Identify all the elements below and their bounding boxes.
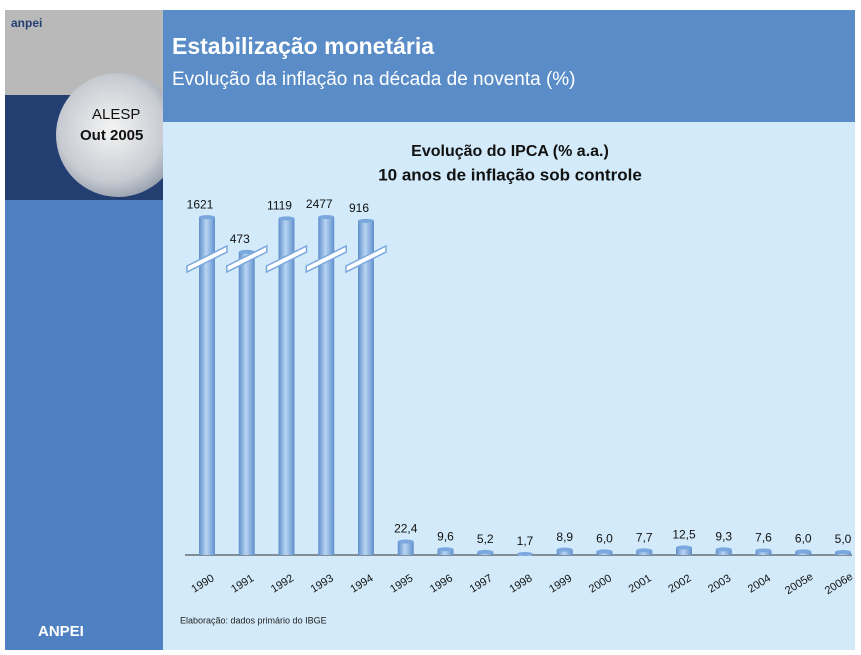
value-label: 473	[230, 232, 250, 246]
bar	[437, 549, 454, 555]
slide-subtitle: Evolução da inflação na década de novent…	[172, 69, 576, 90]
header	[163, 10, 855, 122]
bar	[318, 217, 335, 555]
bar-cap	[318, 215, 335, 220]
bar-cap	[517, 551, 533, 556]
bar	[636, 550, 653, 555]
bar-cap	[676, 545, 692, 550]
value-label: 1119	[267, 199, 292, 213]
value-label: 2477	[306, 197, 333, 211]
bar-cap	[238, 249, 255, 254]
bar	[358, 220, 374, 556]
bar-cap	[437, 547, 454, 552]
bar-cap	[835, 550, 851, 554]
axis-break	[186, 244, 228, 274]
sidebar	[5, 200, 163, 650]
value-label: 5,0	[835, 532, 852, 546]
axis-break	[305, 244, 347, 274]
bar-cap	[715, 547, 732, 552]
axis-break	[226, 244, 268, 274]
axis-break	[345, 244, 387, 274]
chart-subtitle: 10 anos de inflação sob controle	[378, 165, 642, 184]
sidebar-footer: ANPEI	[38, 623, 84, 640]
value-label: 22,4	[394, 522, 418, 536]
value-label: 1621	[187, 197, 214, 211]
chart-title: Evolução do IPCA (% a.a.)	[411, 143, 609, 160]
event-date: Out 2005	[80, 127, 143, 144]
bar-cap	[755, 548, 772, 553]
value-label: 6,0	[596, 532, 613, 546]
bar-cap	[358, 218, 374, 223]
bar	[755, 550, 772, 555]
bar-cap	[199, 215, 215, 220]
bar	[676, 547, 692, 555]
event: ALESP	[92, 106, 140, 123]
bar	[238, 251, 255, 555]
bar	[715, 549, 732, 555]
value-label: 7,7	[636, 531, 653, 545]
content	[163, 122, 855, 650]
value-label: 7,6	[755, 531, 772, 545]
bar	[556, 549, 573, 555]
value-label: 9,6	[437, 529, 454, 543]
value-label: 6,0	[795, 532, 812, 546]
bar-cap	[397, 539, 414, 544]
source-note: Elaboração: dados primário do IBGE	[180, 615, 327, 625]
bar	[199, 217, 215, 555]
bar-cap	[556, 547, 573, 552]
value-label: 12,5	[672, 528, 696, 542]
axis-break	[265, 244, 308, 274]
bar	[278, 218, 295, 555]
value-label: 916	[349, 201, 369, 215]
value-label: 9,3	[715, 530, 732, 544]
globe	[56, 73, 180, 197]
bar-cap	[795, 549, 812, 554]
bar-cap	[636, 548, 653, 553]
slide-title: Estabilização monetária	[172, 33, 434, 59]
value-label: 1,7	[517, 534, 534, 548]
bar-cap	[477, 549, 494, 554]
bar-cap	[596, 549, 613, 554]
value-label: 8,9	[556, 530, 573, 544]
value-label: 5,2	[477, 532, 494, 546]
bar	[397, 541, 414, 555]
bar-cap	[278, 216, 295, 221]
logo: anpei	[11, 16, 42, 30]
